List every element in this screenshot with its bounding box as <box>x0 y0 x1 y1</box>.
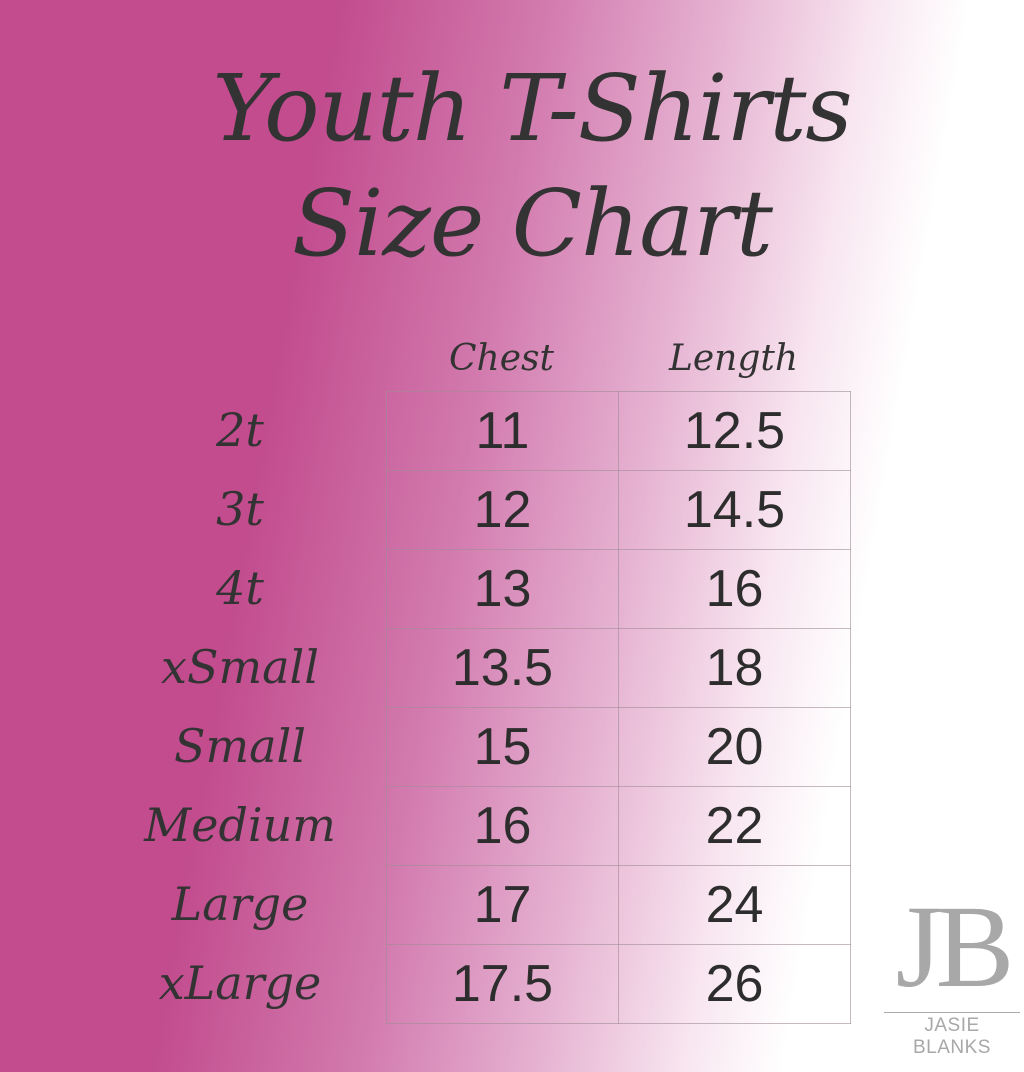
length-cell: 22 <box>618 786 851 866</box>
length-cell: 20 <box>618 707 851 787</box>
logo-mark: JB <box>895 881 1015 1012</box>
length-cell: 26 <box>618 944 851 1024</box>
title-line-2: Size Chart <box>291 170 773 277</box>
size-label: Large <box>171 877 309 931</box>
chest-cell: 13 <box>386 549 619 629</box>
table-row: 12 14.5 <box>386 470 851 550</box>
table-row: 15 20 <box>386 707 851 787</box>
length-cell: 16 <box>618 549 851 629</box>
size-label: 4t <box>216 561 264 615</box>
chest-cell: 12 <box>386 470 619 550</box>
size-label: xSmall <box>161 640 319 694</box>
size-table: 11 12.5 12 14.5 13 16 13.5 18 15 20 16 22 17 24 17.5 26 <box>386 391 851 1024</box>
table-row: 13 16 <box>386 549 851 629</box>
size-label: xLarge <box>158 956 322 1010</box>
length-cell: 18 <box>618 628 851 708</box>
chest-cell: 16 <box>386 786 619 866</box>
size-label: 3t <box>216 482 264 536</box>
table-row: 13.5 18 <box>386 628 851 708</box>
table-row: 17 24 <box>386 865 851 945</box>
length-cell: 12.5 <box>618 391 851 471</box>
size-label: Medium <box>144 798 336 852</box>
chest-cell: 15 <box>386 707 619 787</box>
size-label: 2t <box>216 403 264 457</box>
table-row: 17.5 26 <box>386 944 851 1024</box>
chest-cell: 17 <box>386 865 619 945</box>
logo-divider <box>884 1012 1020 1013</box>
size-labels: 2t 3t 4t xSmall Small Medium Large xLarge <box>120 391 360 1023</box>
chest-cell: 13.5 <box>386 628 619 708</box>
table-row: 16 22 <box>386 786 851 866</box>
column-header-length: Length <box>668 338 799 379</box>
column-header-chest: Chest <box>449 338 554 379</box>
length-cell: 14.5 <box>618 470 851 550</box>
chest-cell: 11 <box>386 391 619 471</box>
size-label: Small <box>174 719 306 773</box>
brand-logo: JB JASIE BLANKS <box>884 888 1020 1059</box>
table-row: 11 12.5 <box>386 391 851 471</box>
length-cell: 24 <box>618 865 851 945</box>
logo-name: JASIE BLANKS <box>913 1015 991 1058</box>
chest-cell: 17.5 <box>386 944 619 1024</box>
title-line-1: Youth T-Shirts <box>212 55 852 162</box>
